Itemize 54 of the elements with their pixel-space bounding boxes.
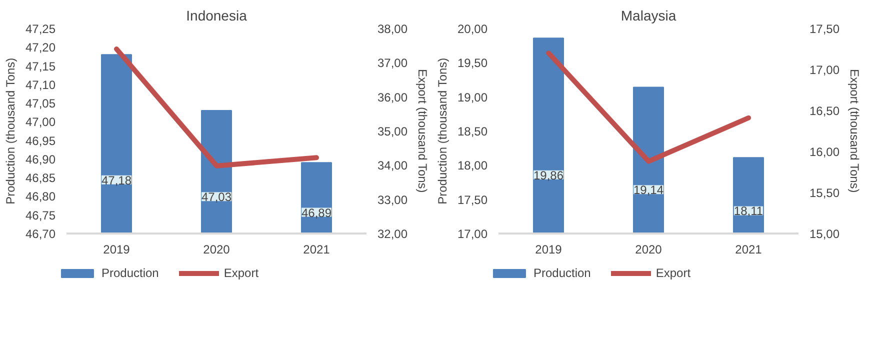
y2-tick-label: 15,00 xyxy=(810,227,840,241)
y2-tick-label: 17,00 xyxy=(810,63,840,77)
y-axis-title: Production (thousand Tons) xyxy=(435,58,450,204)
chart-title: Indonesia xyxy=(186,8,248,24)
y2-tick-label: 16,50 xyxy=(810,104,840,118)
y2-tick-label: 32,00 xyxy=(378,227,408,241)
y-tick-label: 20,00 xyxy=(457,22,488,36)
y-axis-title: Production (thousand Tons) xyxy=(3,58,18,204)
y2-tick-label: 34,00 xyxy=(378,158,408,173)
y-tick-label: 47,15 xyxy=(25,59,56,74)
legend-label: Export xyxy=(656,266,691,280)
data-label: 46,89 xyxy=(301,206,332,220)
y-tick-label: 46,70 xyxy=(25,227,56,241)
y2-tick-label: 16,00 xyxy=(810,145,840,159)
y-tick-label: 46,85 xyxy=(25,171,56,186)
y-tick-label: 46,90 xyxy=(25,152,56,166)
chart-title: Malaysia xyxy=(620,8,676,24)
y-tick-label: 17,50 xyxy=(457,192,488,207)
y2-axis-title: Export (thousand Tons) xyxy=(416,68,430,193)
y2-tick-label: 37,00 xyxy=(378,56,408,70)
x-tick-label: 2019 xyxy=(103,242,130,256)
y-tick-label: 17,00 xyxy=(457,227,488,241)
data-label: 18,11 xyxy=(734,204,764,218)
legend-label: Production xyxy=(533,266,591,280)
y-tick-label: 18,50 xyxy=(457,124,488,138)
x-tick-label: 2019 xyxy=(535,242,562,256)
y-tick-label: 47,10 xyxy=(25,78,56,92)
y-tick-label: 19,50 xyxy=(457,56,488,70)
x-tick-label: 2021 xyxy=(735,242,762,256)
data-label: 47,18 xyxy=(101,173,132,188)
y-tick-label: 46,95 xyxy=(25,134,56,148)
y-tick-label: 47,00 xyxy=(25,115,56,130)
y-tick-label: 47,05 xyxy=(25,96,56,111)
data-label: 19,14 xyxy=(633,183,664,198)
y-tick-label: 46,80 xyxy=(25,190,56,204)
legend-label: Production xyxy=(101,266,159,280)
y-tick-label: 46,75 xyxy=(25,208,56,222)
y2-tick-label: 15,50 xyxy=(810,186,840,200)
x-tick-label: 2020 xyxy=(203,242,230,256)
data-label: 47,03 xyxy=(201,190,232,204)
y2-tick-label: 33,00 xyxy=(378,192,408,207)
x-tick-label: 2021 xyxy=(303,242,330,256)
y-tick-label: 19,00 xyxy=(457,90,488,104)
y2-tick-label: 38,00 xyxy=(378,22,408,36)
y2-tick-label: 36,00 xyxy=(378,90,408,104)
y2-tick-label: 35,00 xyxy=(378,124,408,138)
data-label: 19,86 xyxy=(533,168,564,182)
y-tick-label: 47,20 xyxy=(25,40,56,55)
legend-label: Export xyxy=(224,266,259,280)
y2-axis-title: Export (thousand Tons) xyxy=(848,68,862,193)
y-tick-label: 47,25 xyxy=(25,22,56,36)
y-tick-label: 18,00 xyxy=(457,158,488,173)
y2-tick-label: 17,50 xyxy=(810,22,840,36)
x-tick-label: 2020 xyxy=(635,242,662,256)
